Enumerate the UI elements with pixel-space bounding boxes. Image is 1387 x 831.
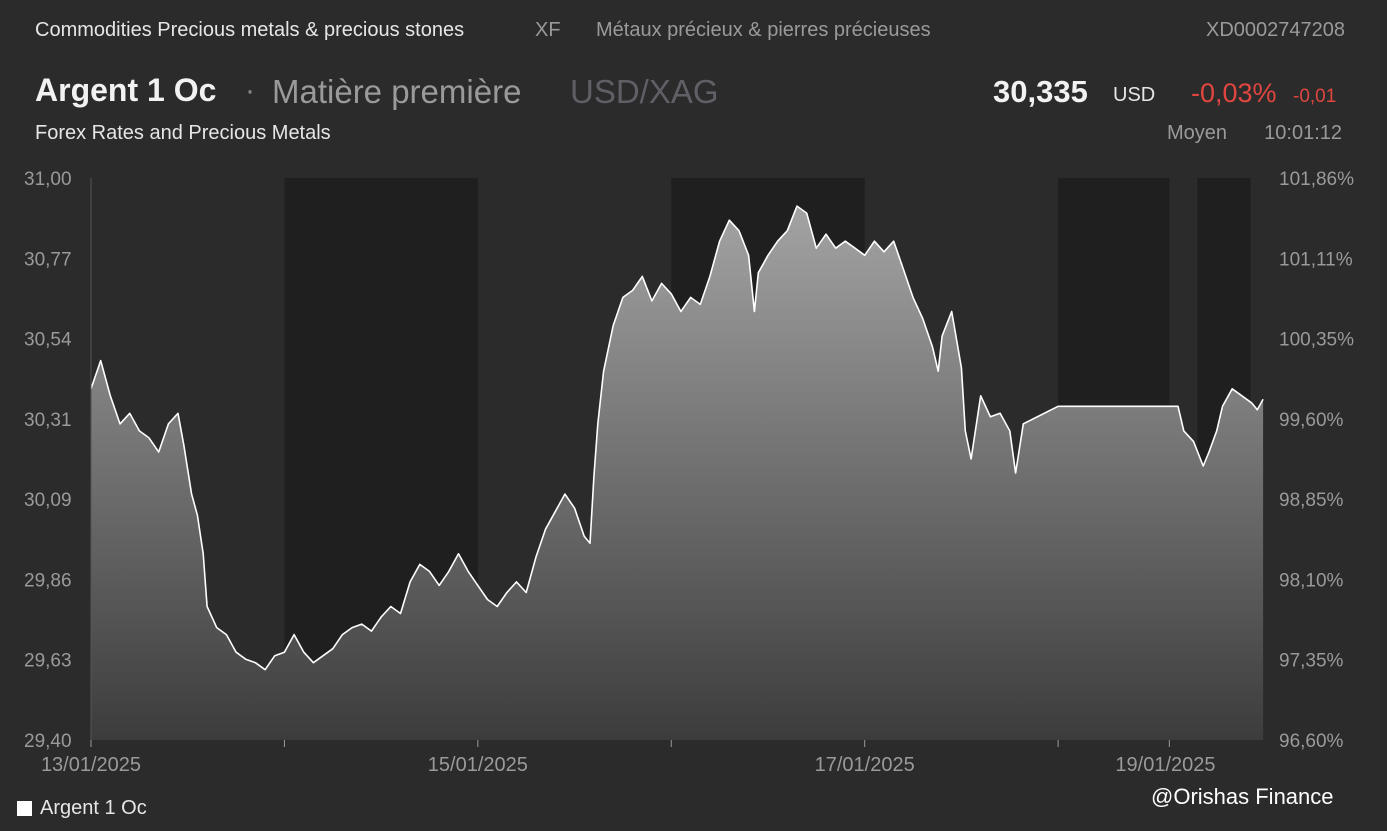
- x-tick-label: 19/01/2025: [1115, 754, 1215, 776]
- x-tick-label: 17/01/2025: [815, 754, 915, 776]
- y-tick-left-label: 30,54: [24, 330, 72, 351]
- y-tick-left-label: 30,77: [24, 249, 72, 270]
- watermark: @Orishas Finance: [1151, 784, 1334, 809]
- category-label: Commodities Precious metals & precious s…: [35, 19, 465, 41]
- x-tick-label: 13/01/2025: [41, 754, 141, 776]
- isin-code: XD0002747208: [1205, 19, 1345, 41]
- top-bar: Commodities Precious metals & precious s…: [35, 19, 1345, 45]
- change-percent: -0,03%: [1191, 78, 1277, 108]
- quote-time: 10:01:12: [1264, 122, 1342, 144]
- y-tick-right-label: 100,35%: [1279, 330, 1354, 351]
- data-provider: Forex Rates and Precious Metals: [35, 122, 331, 144]
- y-tick-left-label: 30,31: [24, 410, 72, 431]
- y-tick-left-label: 29,63: [24, 651, 72, 672]
- exchange-code: XF: [535, 19, 561, 41]
- price-currency: USD: [1113, 84, 1156, 106]
- x-tick-label: 15/01/2025: [428, 754, 528, 776]
- price-chart[interactable]: 31,00 30,77 30,54 30,31 30,09 29,86 29,63 29,40…: [0, 160, 1387, 785]
- price-line: [90, 205, 1264, 671]
- category-label-fr: Métaux précieux & pierres précieuses: [596, 19, 931, 41]
- y-tick-right-label: 96,60%: [1279, 731, 1344, 752]
- y-tick-left-label: 29,40: [24, 731, 72, 752]
- y-tick-right-label: 98,85%: [1279, 490, 1344, 511]
- y-tick-left-label: 29,86: [24, 570, 72, 591]
- y-tick-left-label: 31,00: [24, 169, 72, 190]
- y-tick-right-label: 101,86%: [1279, 169, 1354, 190]
- instrument-type: Matière première: [272, 73, 522, 110]
- instrument-subheader: Forex Rates and Precious Metals Moyen 10…: [35, 122, 1345, 146]
- y-tick-right-label: 98,10%: [1279, 570, 1344, 591]
- legend-swatch: [17, 801, 32, 816]
- instrument-header: Argent 1 Oc · Matière première USD/XAG 3…: [35, 72, 1345, 114]
- instrument-name: Argent 1 Oc: [35, 72, 217, 108]
- y-ticks-left: 31,00 30,77 30,54 30,31 30,09 29,86 29,63 29,40: [24, 169, 72, 752]
- y-tick-right-label: 99,60%: [1279, 410, 1344, 431]
- y-tick-right-label: 97,35%: [1279, 651, 1344, 672]
- legend-label: Argent 1 Oc: [40, 797, 147, 819]
- change-absolute: -0,01: [1293, 86, 1337, 107]
- price-area: [91, 206, 1264, 741]
- currency-pair: USD/XAG: [570, 73, 719, 110]
- title-separator: ·: [245, 74, 255, 107]
- price-mode: Moyen: [1167, 122, 1228, 144]
- y-ticks-right: 101,86% 101,11% 100,35% 99,60% 98,85% 98,10% 9…: [1279, 169, 1354, 752]
- last-price: 30,335: [993, 74, 1088, 109]
- x-ticks: 13/01/2025 15/01/2025 17/01/2025 19/01/2025: [41, 740, 1216, 776]
- y-tick-left-label: 30,09: [24, 490, 72, 511]
- y-tick-right-label: 101,11%: [1279, 249, 1353, 270]
